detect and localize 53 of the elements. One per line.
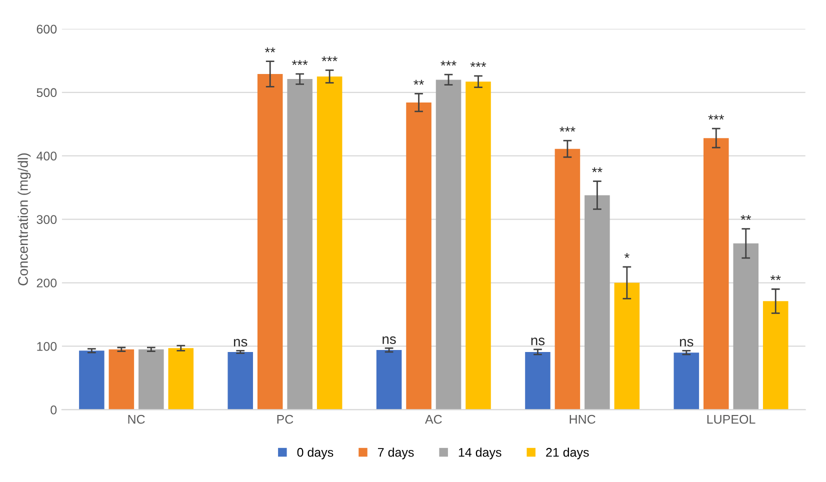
data-label: *** xyxy=(470,62,486,67)
bar xyxy=(733,243,759,410)
data-label: * xyxy=(624,253,630,258)
bar xyxy=(584,195,610,410)
data-label: *** xyxy=(322,56,338,62)
bar xyxy=(138,349,164,410)
y-tick-label: 100 xyxy=(37,342,57,351)
bar xyxy=(614,282,640,410)
data-label: ** xyxy=(592,167,602,172)
bar xyxy=(436,80,462,410)
y-axis-title: Concentration (mg/dl) xyxy=(18,153,31,286)
x-tick-label: HNC xyxy=(570,414,596,424)
x-tick-label: PC xyxy=(277,414,294,424)
y-tick-label: 500 xyxy=(36,88,57,98)
bar xyxy=(287,79,312,410)
data-label: ** xyxy=(264,47,276,52)
bar xyxy=(316,76,342,410)
bar xyxy=(228,352,254,410)
bar xyxy=(762,301,788,410)
y-tick-label: 300 xyxy=(36,215,57,224)
legend-label: 0 days xyxy=(297,448,334,460)
bar xyxy=(257,74,283,410)
data-label: ns xyxy=(382,336,396,344)
y-tick-label: 0 xyxy=(50,406,57,414)
bar xyxy=(554,148,580,410)
data-label: ** xyxy=(414,80,424,85)
legend-label: 7 days xyxy=(378,448,414,460)
bar xyxy=(704,138,729,410)
data-label: ** xyxy=(770,275,781,280)
legend-label: 14 days xyxy=(458,448,502,460)
bar xyxy=(466,82,491,410)
data-label: *** xyxy=(708,114,724,120)
data-label: ** xyxy=(740,215,752,220)
bar xyxy=(168,348,194,410)
y-tick-label: 600 xyxy=(36,24,57,34)
y-tick-label: 200 xyxy=(36,278,57,288)
data-label: ns xyxy=(234,338,248,347)
y-tick-label: 400 xyxy=(36,152,57,160)
bar xyxy=(406,102,432,410)
x-tick-label: LUPEOL xyxy=(707,414,756,424)
bar xyxy=(525,352,550,410)
data-label: *** xyxy=(560,126,576,132)
legend-label: 21 days xyxy=(546,448,589,460)
bar xyxy=(674,352,700,410)
bar xyxy=(376,350,402,410)
data-label: ns xyxy=(680,338,694,347)
data-label: *** xyxy=(292,60,308,66)
bar xyxy=(79,350,104,410)
data-label: ns xyxy=(531,338,545,346)
x-tick-label: NC xyxy=(128,414,145,424)
data-label: *** xyxy=(440,60,456,66)
bar xyxy=(108,349,134,410)
x-tick-label: AC xyxy=(424,414,442,424)
